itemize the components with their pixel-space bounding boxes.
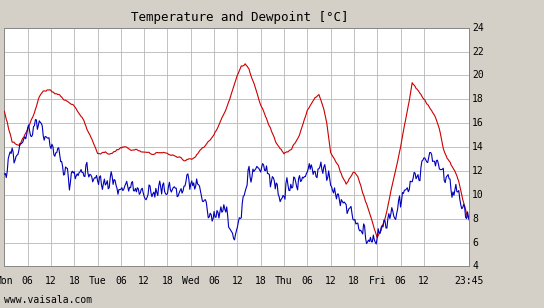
- Text: www.vaisala.com: www.vaisala.com: [4, 295, 92, 305]
- Text: 18: 18: [472, 94, 484, 104]
- Text: 22: 22: [472, 47, 484, 57]
- Text: 06: 06: [394, 276, 406, 286]
- Text: 06: 06: [115, 276, 127, 286]
- Text: 18: 18: [162, 276, 174, 286]
- Text: 4: 4: [472, 261, 478, 271]
- Text: 12: 12: [232, 276, 243, 286]
- Text: Thu: Thu: [275, 276, 293, 286]
- Text: 12: 12: [138, 276, 150, 286]
- Text: Fri: Fri: [368, 276, 386, 286]
- Text: 24: 24: [472, 23, 484, 33]
- Text: 6: 6: [472, 237, 478, 248]
- Text: 06: 06: [22, 276, 34, 286]
- Text: 12: 12: [45, 276, 57, 286]
- Text: 23:45: 23:45: [455, 276, 484, 286]
- Text: 14: 14: [472, 142, 484, 152]
- Text: Temperature and Dewpoint [°C]: Temperature and Dewpoint [°C]: [131, 11, 348, 24]
- Text: 18: 18: [348, 276, 360, 286]
- Text: 20: 20: [472, 71, 484, 80]
- Text: 8: 8: [472, 214, 478, 224]
- Text: 06: 06: [208, 276, 220, 286]
- Text: Tue: Tue: [89, 276, 107, 286]
- Text: 16: 16: [472, 118, 484, 128]
- Text: 12: 12: [418, 276, 430, 286]
- Text: Mon: Mon: [0, 276, 13, 286]
- Text: 12: 12: [472, 166, 484, 176]
- Text: 12: 12: [325, 276, 337, 286]
- Text: 18: 18: [69, 276, 80, 286]
- Text: 06: 06: [301, 276, 313, 286]
- Text: 10: 10: [472, 190, 484, 200]
- Text: Wed: Wed: [182, 276, 200, 286]
- Text: 18: 18: [255, 276, 267, 286]
